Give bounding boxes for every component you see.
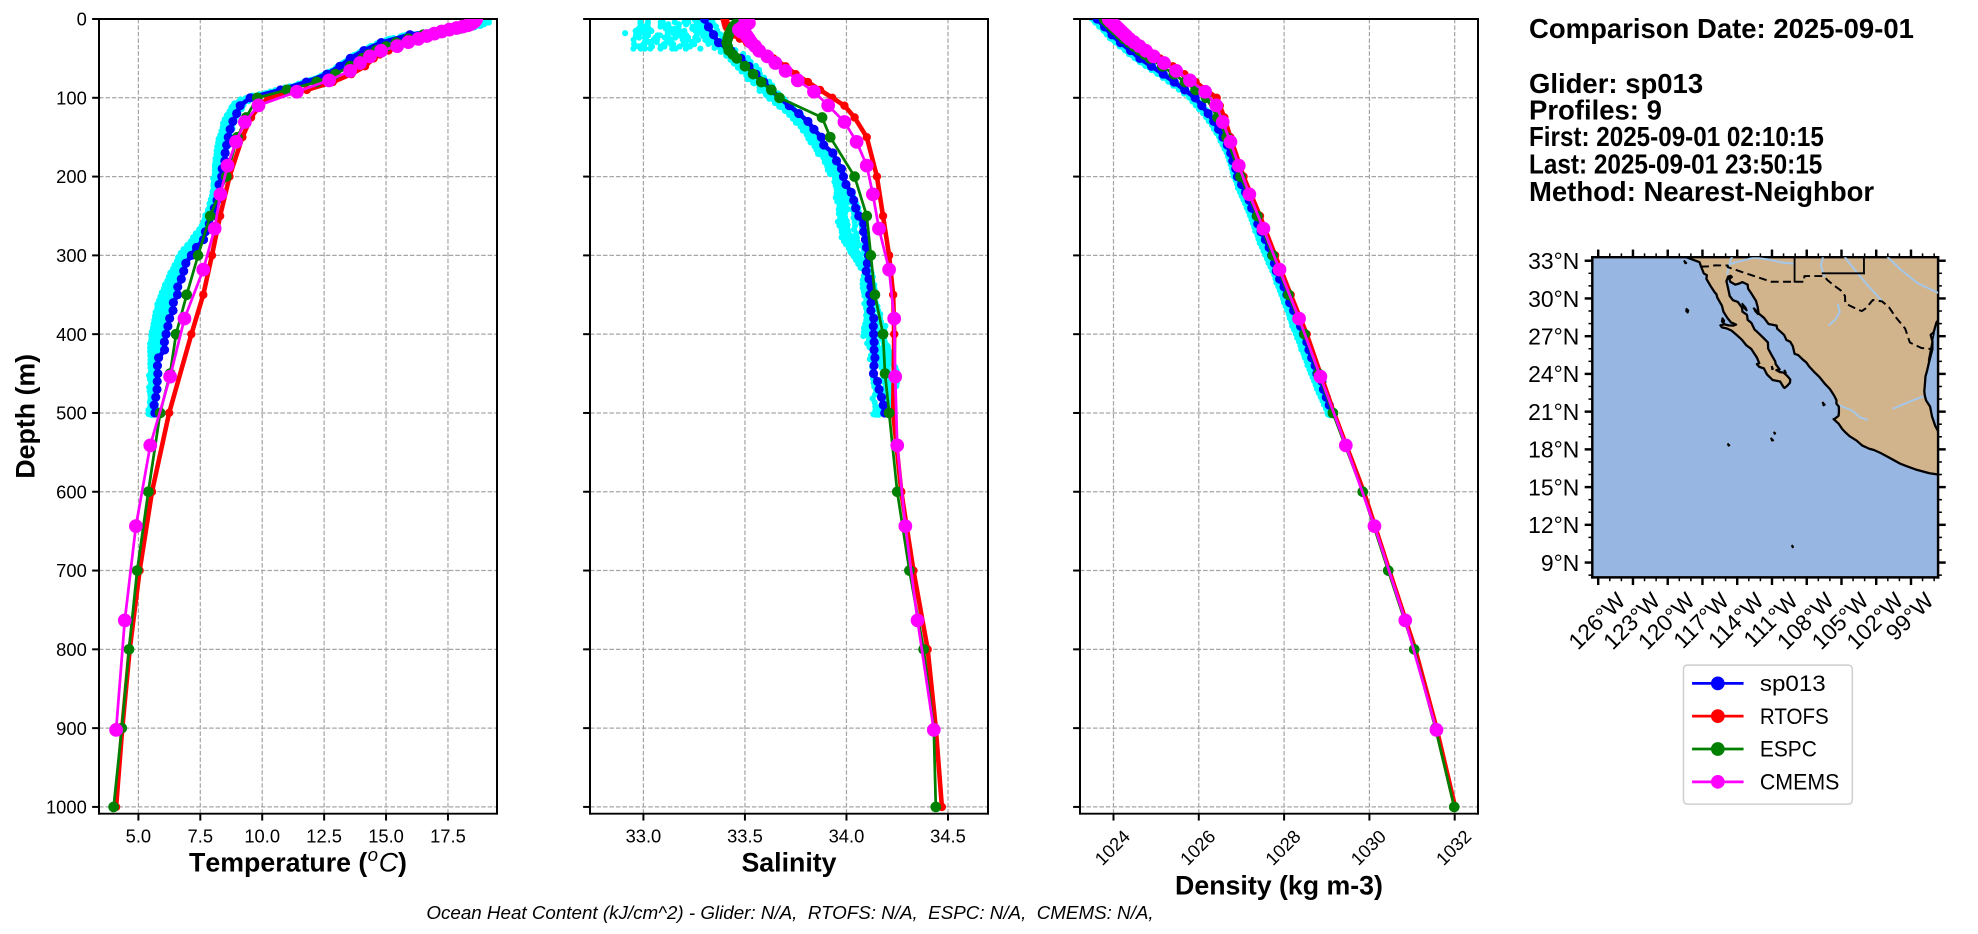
svg-text:10.0: 10.0 bbox=[244, 825, 280, 846]
svg-text:9°N: 9°N bbox=[1541, 550, 1579, 576]
svg-text:Depth (m): Depth (m) bbox=[10, 354, 40, 479]
svg-text:RTOFS: RTOFS bbox=[1760, 704, 1829, 729]
svg-text:First: 2025-09-01 02:10:15: First: 2025-09-01 02:10:15 bbox=[1529, 121, 1824, 152]
svg-text:12°N: 12°N bbox=[1528, 512, 1579, 538]
svg-text:700: 700 bbox=[56, 560, 87, 581]
svg-text:21°N: 21°N bbox=[1528, 399, 1579, 425]
svg-text:0: 0 bbox=[77, 9, 87, 30]
svg-text:Method: Nearest-Neighbor: Method: Nearest-Neighbor bbox=[1529, 176, 1874, 207]
svg-text:Temperature ()oC: Temperature ()oC bbox=[189, 844, 407, 877]
svg-text:Glider: sp013: Glider: sp013 bbox=[1529, 68, 1703, 99]
svg-text:5.0: 5.0 bbox=[126, 825, 151, 846]
svg-text:18°N: 18°N bbox=[1528, 437, 1579, 463]
svg-text:Last: 2025-09-01 23:50:15: Last: 2025-09-01 23:50:15 bbox=[1529, 148, 1822, 179]
svg-text:30°N: 30°N bbox=[1528, 286, 1579, 312]
svg-text:500: 500 bbox=[56, 403, 87, 424]
svg-text:sp013: sp013 bbox=[1760, 671, 1826, 696]
svg-text:400: 400 bbox=[56, 324, 87, 345]
svg-text:Ocean Heat Content (kJ/cm^2) -: Ocean Heat Content (kJ/cm^2) - Glider: N… bbox=[426, 902, 1153, 923]
svg-text:ESPC: ESPC bbox=[1760, 737, 1817, 762]
svg-text:15.0: 15.0 bbox=[368, 825, 404, 846]
svg-text:CMEMS: CMEMS bbox=[1760, 770, 1839, 795]
svg-text:24°N: 24°N bbox=[1528, 361, 1579, 387]
svg-text:12.5: 12.5 bbox=[306, 825, 342, 846]
svg-text:27°N: 27°N bbox=[1528, 323, 1579, 349]
svg-text:Comparison Date: 2025-09-01: Comparison Date: 2025-09-01 bbox=[1529, 13, 1914, 44]
svg-text:300: 300 bbox=[56, 245, 87, 266]
svg-text:7.5: 7.5 bbox=[188, 825, 213, 846]
svg-text:33°N: 33°N bbox=[1528, 248, 1579, 274]
svg-text:900: 900 bbox=[56, 718, 87, 739]
svg-text:100: 100 bbox=[56, 87, 87, 108]
svg-text:200: 200 bbox=[56, 166, 87, 187]
svg-text:Salinity: Salinity bbox=[741, 848, 836, 878]
svg-text:34.0: 34.0 bbox=[829, 825, 865, 846]
svg-text:Profiles: 9: Profiles: 9 bbox=[1529, 95, 1662, 126]
svg-text:1000: 1000 bbox=[46, 797, 87, 818]
svg-text:17.5: 17.5 bbox=[430, 825, 466, 846]
svg-text:34.5: 34.5 bbox=[930, 825, 966, 846]
svg-text:33.0: 33.0 bbox=[626, 825, 662, 846]
svg-text:600: 600 bbox=[56, 481, 87, 502]
svg-text:33.5: 33.5 bbox=[727, 825, 763, 846]
svg-text:15°N: 15°N bbox=[1528, 474, 1579, 500]
svg-text:800: 800 bbox=[56, 639, 87, 660]
svg-text:Density (kg m-3): Density (kg m-3) bbox=[1175, 871, 1383, 901]
